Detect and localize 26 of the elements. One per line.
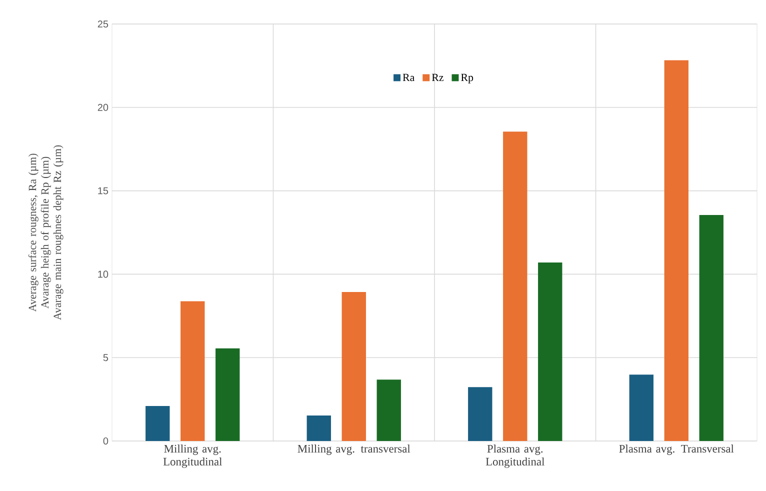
bar xyxy=(699,214,724,441)
x-tick-label: Milling avg. transversal xyxy=(298,444,410,455)
bar xyxy=(306,415,331,441)
legend-label: Ra xyxy=(402,74,415,82)
y-tick-label: 5 xyxy=(103,354,108,362)
bar xyxy=(629,374,654,441)
bar xyxy=(180,301,205,441)
bar xyxy=(342,292,366,441)
bar xyxy=(664,60,688,441)
y-tick-label: 25 xyxy=(98,20,108,28)
y-tick-label: 20 xyxy=(98,104,108,111)
y-axis-title: Average surface rougness, Ra (µm) Avarage heigh of profile Rp (µm) Avarage main roughnes depht Rz (µm) xyxy=(28,145,64,320)
y-tick-label: 15 xyxy=(98,187,108,194)
y-tick-label: 0 xyxy=(103,437,108,445)
x-tick-label: Plasma avg. Longitudinal xyxy=(486,444,544,468)
bar xyxy=(503,132,528,441)
legend-label: Rz xyxy=(432,74,444,82)
bar xyxy=(376,380,401,441)
x-tick-label: Milling avg. Longitudinal xyxy=(163,444,222,468)
legend-label: Rp xyxy=(461,74,474,84)
bar xyxy=(216,348,240,441)
y-tick-label: 10 xyxy=(98,270,108,278)
bar xyxy=(146,406,170,441)
x-tick-label: Plasma avg. Transversal xyxy=(619,444,734,455)
bar xyxy=(538,262,562,441)
bar xyxy=(468,387,492,441)
